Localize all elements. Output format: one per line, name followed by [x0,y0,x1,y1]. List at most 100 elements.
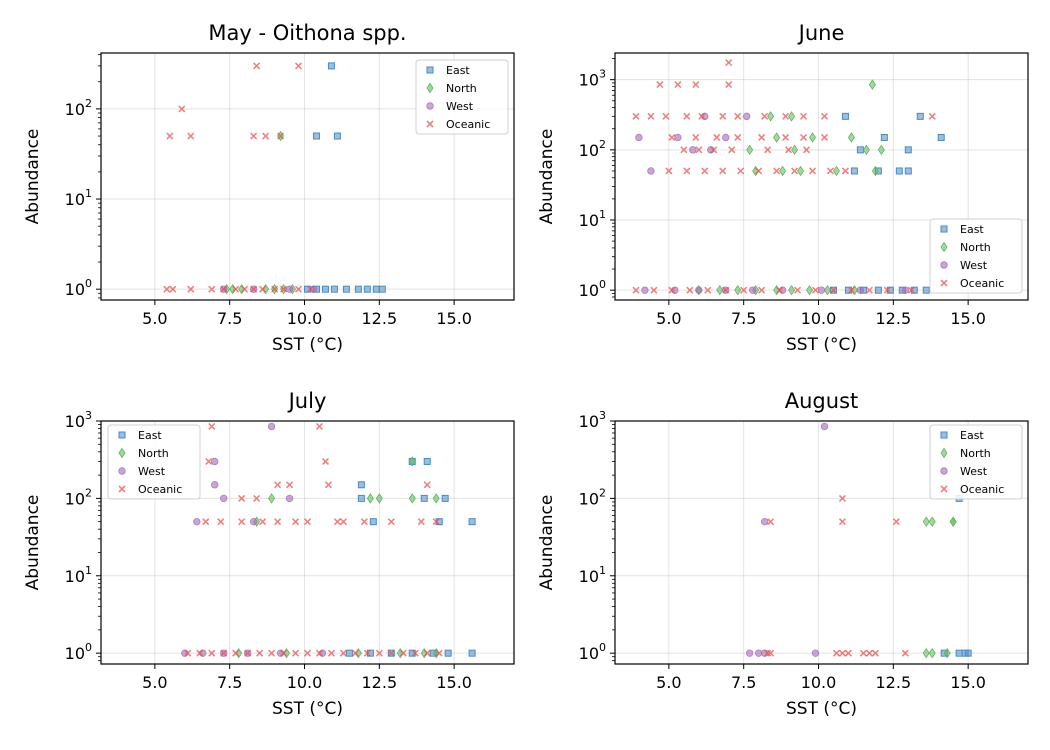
legend-marker [426,82,434,94]
x-axis-label: SST (°C) [272,699,343,719]
data-point [674,81,682,89]
data-point [797,165,805,177]
data-point [339,649,347,657]
data-point [767,111,775,122]
legend: East North West Oceanic [415,59,509,135]
data-point [408,456,416,467]
data-point [745,649,754,657]
data-point [366,493,374,504]
legend-label: North [960,241,991,254]
data-point [369,518,377,526]
data-point [259,285,267,293]
data-point [217,518,225,526]
data-point [871,649,879,657]
data-point [859,649,867,657]
data-point [674,133,682,142]
data-point [779,165,787,177]
x-tick-label: 10.0 [801,673,837,692]
data-point [417,518,425,526]
data-point [271,285,279,293]
y-tick-label: 102 [65,486,92,508]
data-point [716,284,724,296]
data-point [737,167,745,175]
x-tick-label: 15.0 [950,309,986,328]
data-point [701,167,709,175]
data-point [423,649,431,657]
data-point [746,144,754,156]
legend-marker [118,485,126,493]
y-axis-label: Abundance [537,495,557,591]
data-point [253,62,261,70]
data-point [734,112,742,120]
x-tick-label: 10.0 [801,309,837,328]
y-tick-label: 100 [579,278,606,300]
data-point [758,286,766,294]
data-point [635,133,643,142]
legend-box [929,424,1023,500]
data-point [748,286,757,294]
x-tick-label: 10.0 [287,309,323,328]
data-point [193,517,201,526]
legend-label: West [138,465,166,478]
data-point [901,286,909,294]
data-point [742,112,751,121]
legend-marker [940,261,948,269]
legend-label: Oceanic [960,277,1004,290]
data-point [856,146,864,154]
data-point [632,286,640,294]
data-point [249,517,258,526]
data-point [187,285,195,293]
data-point [865,286,873,294]
data-point [220,285,228,293]
data-point [357,494,365,502]
legend-marker [426,102,434,110]
data-point [841,167,850,175]
data-point [220,494,228,503]
data-point [279,285,288,293]
legend-label: East [960,429,984,442]
data-point [435,649,443,657]
data-point [665,167,673,175]
y-axis-label: Abundance [23,495,43,591]
data-point [758,133,766,142]
data-point [820,112,829,120]
data-point [844,649,853,657]
legend-label: East [138,429,162,442]
series-oceanic [764,494,909,657]
data-point [354,285,362,293]
data-point [722,133,730,142]
data-point [256,649,264,657]
legend-marker [426,66,434,74]
x-tick-label: 12.5 [362,673,398,692]
data-point [838,649,847,657]
data-point [244,649,252,657]
data-point [241,285,249,293]
data-point [764,146,772,154]
series-north [235,456,440,659]
x-axis-label: SST (°C) [786,335,857,355]
data-point [865,649,873,657]
data-point [790,167,799,175]
data-point [378,285,386,293]
data-point [809,132,817,143]
x-tick-label: 12.5 [876,309,912,328]
data-point [238,494,246,502]
data-point [208,285,216,293]
data-point [276,132,285,140]
series-north [695,79,885,296]
data-point [799,112,808,120]
y-tick-label: 101 [65,564,92,586]
data-point [928,112,936,120]
data-point [238,518,246,526]
data-point [868,79,876,90]
data-point [411,649,419,657]
data-point [372,285,380,293]
legend-marker [118,431,126,439]
data-point [820,422,829,431]
data-point [211,457,219,466]
data-point [722,286,730,294]
data-point [686,286,694,294]
data-point [324,481,333,489]
series-west [635,112,909,294]
data-point [268,649,276,657]
